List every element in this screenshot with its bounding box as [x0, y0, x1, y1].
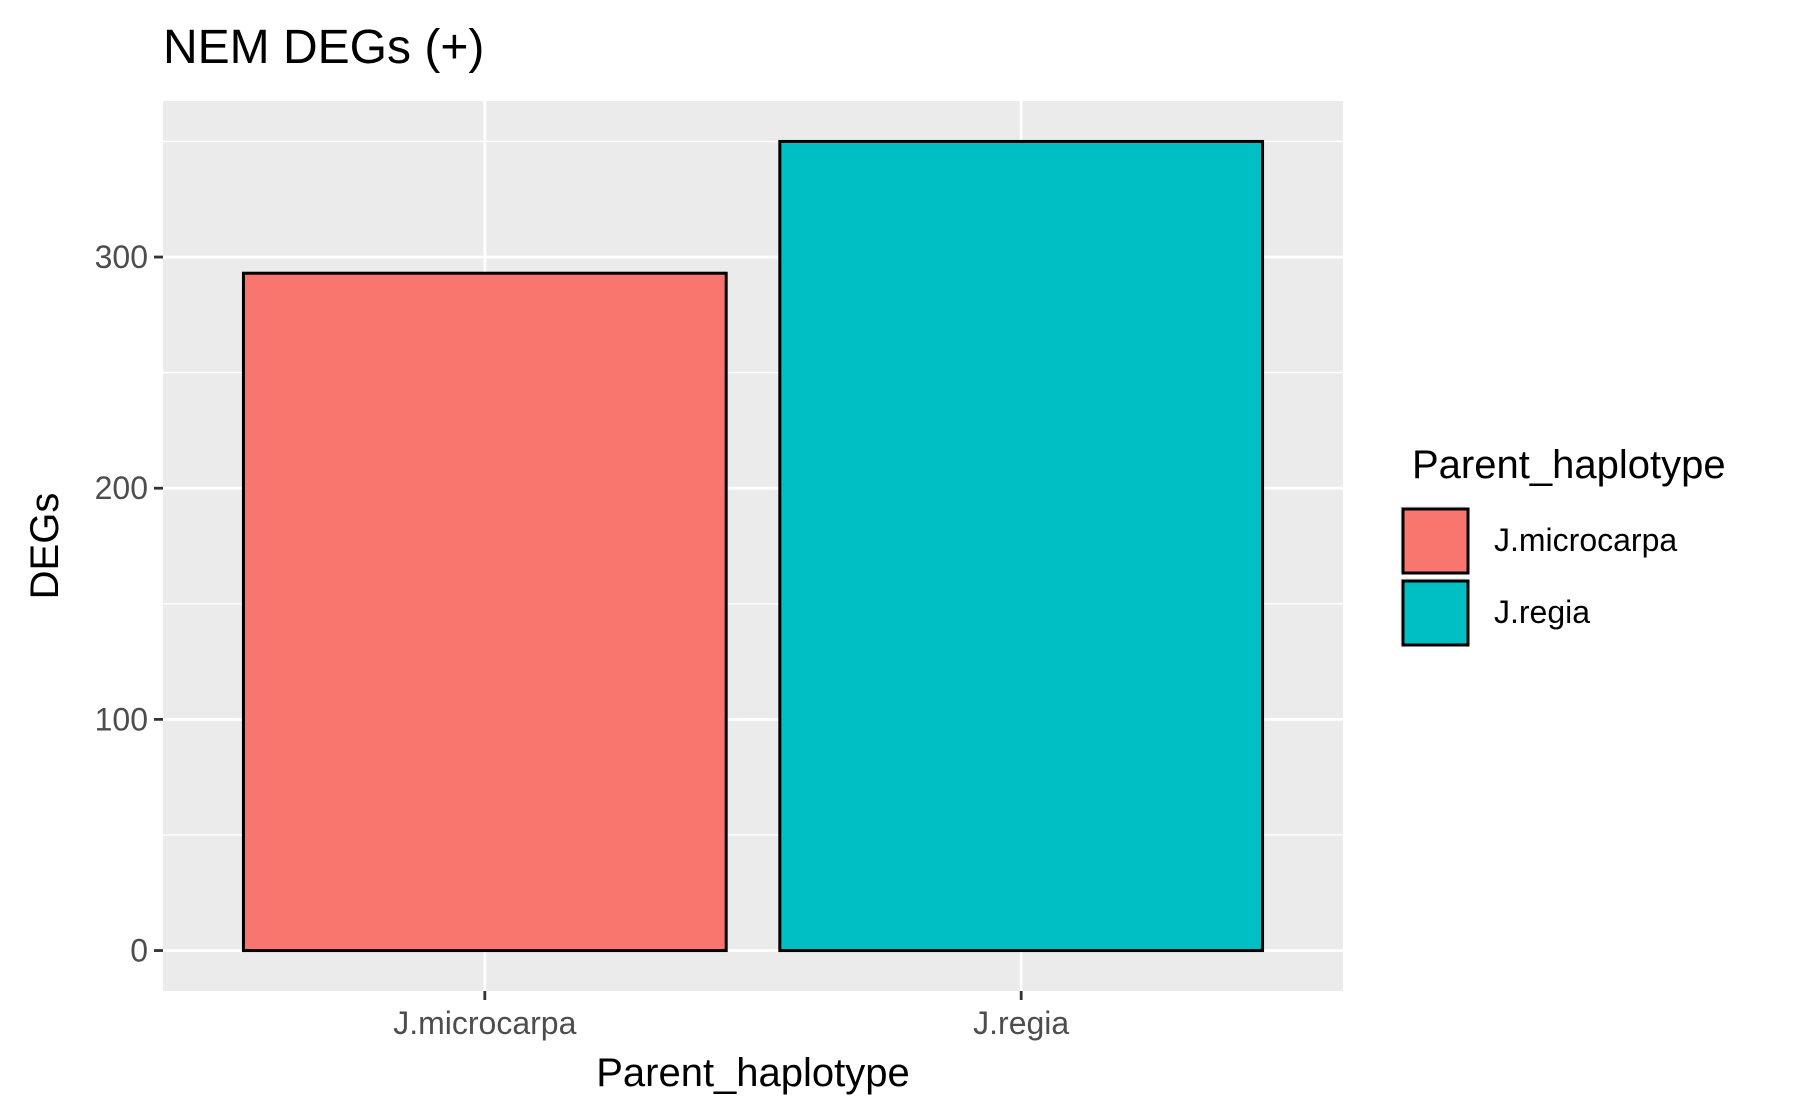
y-tick-label: 200	[95, 470, 148, 506]
legend: Parent_haplotype J.microcarpa J.regia	[1400, 443, 1726, 647]
legend-label: J.regia	[1494, 594, 1590, 630]
chart-title: NEM DEGs (+)	[163, 21, 484, 74]
legend-title: Parent_haplotype	[1412, 443, 1726, 487]
legend-entries: J.microcarpa J.regia	[1400, 506, 1677, 647]
legend-label: J.microcarpa	[1494, 522, 1677, 558]
x-axis-ticks: J.microcarpa J.regia	[393, 991, 1069, 1041]
x-tick-label: J.microcarpa	[393, 1005, 576, 1041]
bar-j-microcarpa	[241, 271, 728, 953]
y-tick-label: 300	[95, 239, 148, 275]
x-axis-title: Parent_haplotype	[596, 1051, 910, 1095]
y-axis-title: DEGs	[23, 493, 67, 600]
bar-j-regia	[778, 139, 1265, 953]
y-tick-label: 0	[130, 933, 148, 969]
legend-swatch	[1401, 507, 1470, 575]
legend-swatch	[1401, 579, 1470, 647]
y-axis-ticks: 0 100 200 300	[95, 239, 163, 969]
bars	[241, 139, 1265, 953]
y-tick-label: 100	[95, 701, 148, 737]
x-tick-label: J.regia	[973, 1005, 1069, 1041]
